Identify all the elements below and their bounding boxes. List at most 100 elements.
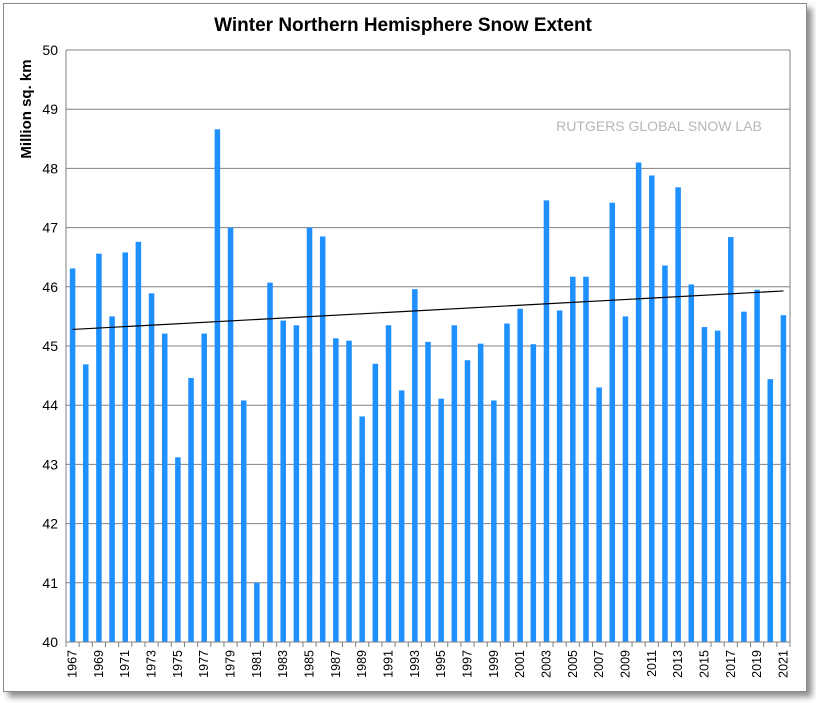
x-tick-label: 1995 bbox=[434, 650, 448, 678]
x-tick-label: 1979 bbox=[224, 650, 238, 678]
bar-1981 bbox=[254, 582, 260, 642]
bar-2007 bbox=[596, 387, 602, 642]
bar-1993 bbox=[412, 289, 418, 642]
bar-2010 bbox=[635, 162, 642, 643]
bar-1977 bbox=[201, 333, 207, 642]
bar-2017 bbox=[727, 237, 734, 642]
x-tick-label: 2003 bbox=[539, 650, 553, 678]
bar-2000 bbox=[504, 323, 510, 642]
x-tick-label: 2013 bbox=[671, 650, 685, 678]
bar-1970 bbox=[109, 316, 115, 642]
y-tick-label: 46 bbox=[42, 279, 58, 295]
bar-1994 bbox=[425, 341, 431, 642]
x-tick-label: 1971 bbox=[118, 650, 132, 678]
bar-2001 bbox=[517, 308, 523, 642]
bar-2003 bbox=[543, 200, 550, 643]
bar-2018 bbox=[741, 311, 747, 642]
bar-2020 bbox=[767, 379, 774, 642]
chart-frame: Winter Northern Hemisphere Snow Extent M… bbox=[3, 3, 807, 692]
bar-1995 bbox=[438, 398, 444, 642]
x-tick-label: 1977 bbox=[197, 650, 211, 678]
x-tick-label: 2009 bbox=[618, 650, 632, 678]
x-tick-label: 1983 bbox=[276, 650, 290, 678]
x-tick-label: 1987 bbox=[329, 650, 343, 678]
x-tick-label: 1967 bbox=[66, 650, 80, 678]
bar-2009 bbox=[622, 316, 629, 642]
bar-2012 bbox=[662, 265, 668, 642]
bars bbox=[69, 129, 787, 643]
y-tick-label: 43 bbox=[42, 456, 58, 472]
x-tick-label: 2007 bbox=[592, 650, 606, 678]
bar-1997 bbox=[464, 360, 471, 642]
bar-2002 bbox=[530, 344, 537, 642]
y-tick-label: 42 bbox=[42, 516, 58, 532]
bar-1985 bbox=[306, 227, 313, 642]
y-tick-label: 49 bbox=[42, 101, 58, 117]
bar-1991 bbox=[385, 325, 392, 642]
bar-1983 bbox=[280, 320, 286, 642]
bar-1967 bbox=[69, 268, 76, 642]
y-tick-label: 45 bbox=[42, 338, 58, 354]
x-tick-label: 1969 bbox=[92, 650, 106, 678]
bar-1996 bbox=[451, 325, 458, 642]
bar-2013 bbox=[675, 187, 681, 642]
bar-1969 bbox=[96, 253, 102, 642]
x-tick-label: 2015 bbox=[697, 650, 711, 678]
bar-2021 bbox=[780, 315, 787, 642]
x-tick-label: 1981 bbox=[250, 650, 264, 678]
bar-1978 bbox=[214, 129, 221, 642]
x-tick-label: 2001 bbox=[513, 650, 527, 678]
bar-1979 bbox=[227, 227, 234, 642]
bar-1999 bbox=[491, 400, 497, 642]
y-tick-label: 40 bbox=[42, 634, 58, 650]
bar-1974 bbox=[161, 333, 168, 642]
bar-1980 bbox=[240, 400, 247, 642]
y-tick-label: 48 bbox=[42, 160, 58, 176]
bar-2006 bbox=[583, 276, 589, 642]
x-tick-label: 1989 bbox=[355, 650, 369, 678]
y-tick-label: 50 bbox=[42, 42, 58, 58]
bar-1992 bbox=[398, 390, 405, 642]
bar-2015 bbox=[701, 327, 708, 642]
x-tick-label: 1975 bbox=[171, 650, 185, 678]
bar-1975 bbox=[175, 457, 181, 642]
y-axis-label: Million sq. km bbox=[18, 59, 35, 158]
bar-2014 bbox=[688, 284, 695, 642]
bar-1986 bbox=[319, 236, 326, 643]
bar-1998 bbox=[477, 343, 484, 642]
x-tick-label: 2005 bbox=[566, 650, 580, 678]
bar-1984 bbox=[293, 325, 300, 642]
x-tick-label: 2019 bbox=[750, 650, 764, 678]
x-tick-label: 1993 bbox=[408, 650, 422, 678]
chart-canvas: Winter Northern Hemisphere Snow Extent M… bbox=[18, 15, 791, 678]
y-tick-label: 47 bbox=[42, 220, 58, 236]
bar-1968 bbox=[82, 364, 89, 642]
bar-1976 bbox=[188, 377, 194, 642]
x-tick-label: 2021 bbox=[776, 650, 790, 678]
bar-2004 bbox=[556, 310, 563, 642]
y-tick-label: 44 bbox=[42, 397, 58, 413]
bar-1989 bbox=[359, 416, 365, 642]
bar-2008 bbox=[609, 202, 616, 642]
axes: 40 41 42 43 44 45 46 47 48 49 50 1967 1969 1971 1973 19… bbox=[42, 42, 791, 678]
bar-2016 bbox=[714, 330, 721, 642]
x-tick-label: 1991 bbox=[382, 650, 396, 678]
bar-1972 bbox=[135, 241, 142, 643]
bar-1990 bbox=[372, 363, 379, 642]
bar-2011 bbox=[649, 175, 655, 642]
x-tick-label: 1997 bbox=[460, 650, 474, 678]
bar-1987 bbox=[333, 338, 339, 642]
y-tick-label: 41 bbox=[42, 575, 58, 591]
bar-2005 bbox=[570, 276, 576, 642]
bar-1982 bbox=[267, 282, 273, 642]
bar-1973 bbox=[148, 293, 155, 642]
bar-1988 bbox=[346, 340, 352, 642]
x-tick-label: 1985 bbox=[303, 650, 317, 678]
x-tick-label: 2017 bbox=[724, 650, 738, 678]
bar-1971 bbox=[122, 252, 129, 643]
x-tick-label: 1999 bbox=[487, 650, 501, 678]
watermark-text: RUTGERS GLOBAL SNOW LAB bbox=[556, 118, 762, 134]
bar-2019 bbox=[754, 289, 760, 642]
chart-title: Winter Northern Hemisphere Snow Extent bbox=[214, 15, 592, 36]
trend-line bbox=[72, 290, 784, 331]
